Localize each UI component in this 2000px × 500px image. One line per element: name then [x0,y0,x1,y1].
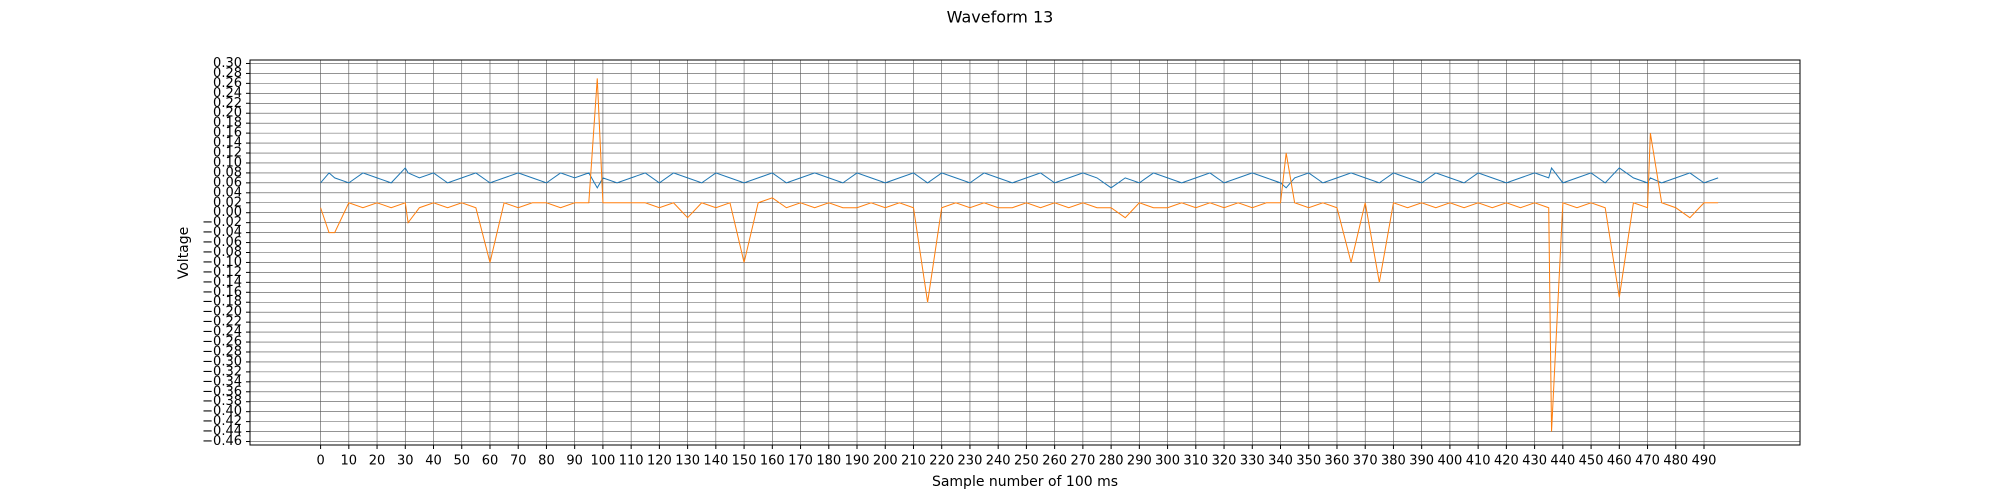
x-tick-label: 390 [1409,454,1434,469]
y-tick-label: −0.08 [202,245,242,260]
x-tick-label: 10 [341,454,358,469]
x-tick-label: 160 [760,454,785,469]
x-tick-label: 60 [482,454,499,469]
x-axis-label: Sample number of 100 ms [932,474,1118,490]
x-tick-label: 30 [397,454,414,469]
series-line [320,78,1719,432]
x-tick-label: 460 [1607,454,1632,469]
y-tick-label: 0.26 [213,76,242,91]
y-tick-label: 0.02 [213,195,242,210]
x-tick-label: 310 [1183,454,1208,469]
y-tick-label: −0.02 [202,215,242,230]
y-tick-label: −0.24 [202,325,242,340]
x-tick-label: 120 [647,454,672,469]
x-tick-label: 130 [675,454,700,469]
y-tick-label: 0.08 [213,165,242,180]
y-tick-label: −0.20 [202,305,242,320]
y-tick-label: 0.12 [213,146,242,161]
y-tick-label: 0.00 [213,205,242,220]
y-tick-label: 0.10 [213,155,242,170]
x-tick-label: 280 [1099,454,1124,469]
y-tick-label: −0.18 [202,295,242,310]
y-tick-label: 0.30 [213,56,242,71]
y-tick-label: 0.06 [213,175,242,190]
x-tick-label: 150 [732,454,757,469]
x-tick-label: 480 [1663,454,1688,469]
x-tick-label: 470 [1635,454,1660,469]
y-tick-label: −0.14 [202,275,242,290]
y-tick-label: −0.36 [202,384,242,399]
y-tick-label: −0.30 [202,354,242,369]
x-tick-label: 50 [453,454,470,469]
y-tick-label: 0.24 [213,86,242,101]
x-tick-label: 200 [873,454,898,469]
x-tick-label: 300 [1155,454,1180,469]
x-tick-label: 410 [1466,454,1491,469]
x-tick-label: 360 [1325,454,1350,469]
y-tick-label: −0.22 [202,315,242,330]
x-tick-label: 270 [1070,454,1095,469]
x-tick-label: 230 [958,454,983,469]
y-tick-label: −0.04 [202,225,242,240]
y-tick-label: −0.34 [202,374,242,389]
y-tick-label: −0.26 [202,335,242,350]
y-tick-label: −0.28 [202,344,242,359]
x-tick-label: 190 [845,454,870,469]
x-tick-label: 180 [816,454,841,469]
y-tick-label: −0.16 [202,285,242,300]
y-tick-label: 0.28 [213,66,242,81]
y-tick-label: 0.22 [213,96,242,111]
y-tick-label: 0.20 [213,106,242,121]
x-tick-label: 240 [986,454,1011,469]
x-tick-label: 380 [1381,454,1406,469]
y-tick-label: 0.18 [213,116,242,131]
x-tick-label: 140 [703,454,728,469]
x-tick-label: 430 [1522,454,1547,469]
y-tick-label: 0.14 [213,136,242,151]
y-tick-label: −0.38 [202,394,242,409]
y-tick-label: −0.46 [202,434,242,449]
y-tick-label: −0.40 [202,404,242,419]
y-tick-label: −0.12 [202,265,242,280]
x-tick-label: 320 [1212,454,1237,469]
y-axis-label: Voltage [176,227,192,280]
x-tick-label: 290 [1127,454,1152,469]
y-tick-label: −0.10 [202,255,242,270]
x-tick-label: 210 [901,454,926,469]
x-tick-label: 70 [510,454,527,469]
x-tick-label: 100 [591,454,616,469]
plot-frame [249,59,1801,446]
y-tick-label: −0.06 [202,235,242,250]
x-tick-label: 20 [369,454,386,469]
x-tick-label: 260 [1042,454,1067,469]
y-tick-label: 0.16 [213,126,242,141]
x-tick-label: 80 [538,454,555,469]
x-tick-label: 440 [1550,454,1575,469]
x-tick-label: 400 [1437,454,1462,469]
x-tick-label: 330 [1240,454,1265,469]
x-tick-label: 370 [1353,454,1378,469]
y-tick-label: −0.32 [202,364,242,379]
x-tick-label: 90 [566,454,583,469]
x-tick-label: 450 [1579,454,1604,469]
x-tick-label: 250 [1014,454,1039,469]
x-tick-label: 420 [1494,454,1519,469]
x-tick-label: 170 [788,454,813,469]
x-tick-label: 40 [425,454,442,469]
x-tick-label: 350 [1296,454,1321,469]
x-tick-label: 110 [619,454,644,469]
x-tick-label: 490 [1692,454,1717,469]
y-tick-label: −0.42 [202,414,242,429]
x-tick-label: 0 [316,454,324,469]
y-tick-label: −0.44 [202,424,242,439]
y-tick-label: 0.04 [213,185,242,200]
x-tick-label: 220 [929,454,954,469]
x-tick-label: 340 [1268,454,1293,469]
series-line [320,166,1719,189]
chart-title: Waveform 13 [947,8,1054,27]
